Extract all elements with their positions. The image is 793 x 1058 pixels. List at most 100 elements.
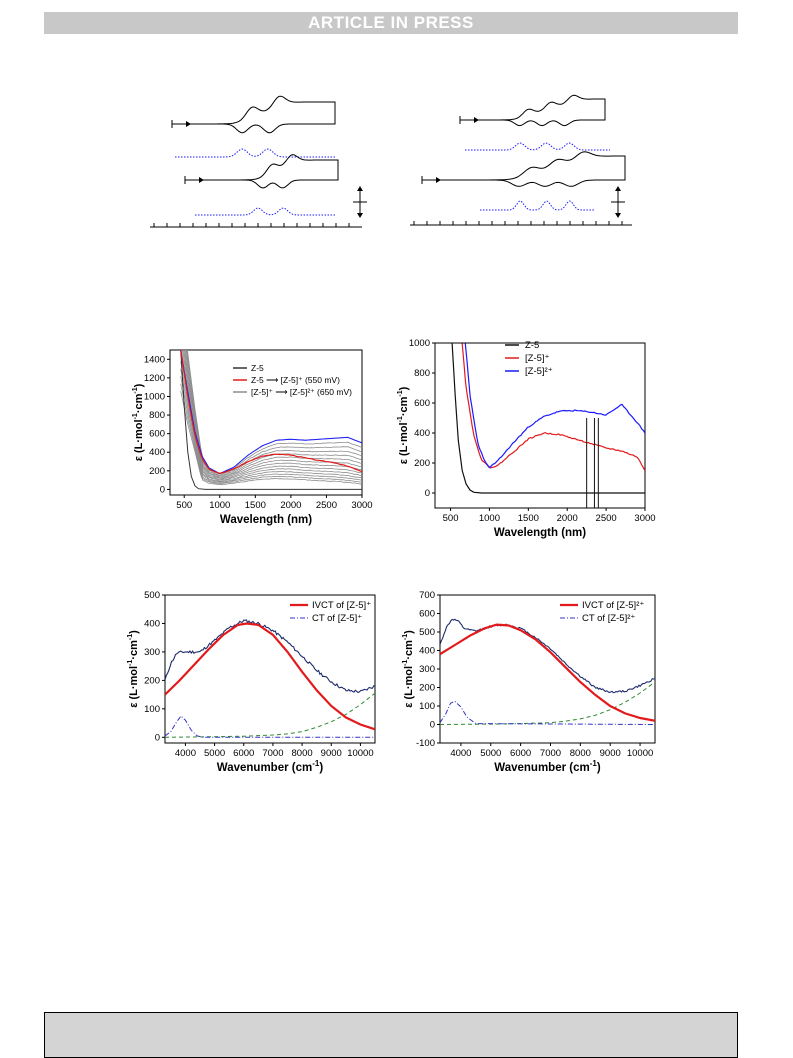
y-axis-label-sup1: -1 [402,660,409,666]
y-tick-label: 400 [419,646,435,657]
series-group [440,618,655,725]
series-line-monocation [180,350,362,474]
y-tick-label: 100 [144,704,160,715]
current-scale-arrow-up [357,186,363,191]
y-axis-label-sup2: -1 [127,634,134,640]
y-tick-label: 700 [419,590,435,601]
y-tick-label: 800 [149,410,165,421]
x-axis-label: Wavelength (nm) [220,514,312,526]
series-line-ivct [165,622,375,731]
x-axis-label-end: ) [319,762,323,774]
x-axis-label-end: ) [597,762,601,774]
current-scale-arrow-down [357,213,363,218]
y-tick-label: 1000 [409,338,430,349]
y-axis-label-main: ε (L·mol [403,666,415,708]
series-line-intermediate [185,350,362,476]
cv-right-panel [410,94,632,226]
y-axis-label: ε (L·mol-1·cm-1) [127,630,140,708]
x-tick-label: 6000 [233,748,254,759]
x-tick-label: 4000 [450,748,471,759]
y-axis-label-mid: ·cm [403,640,415,660]
y-axis-label-sup1: -1 [132,413,139,419]
x-axis-label: Wavenumber (cm-1) [217,759,324,774]
series-line-intermediate [180,368,362,483]
y-tick-label: 0 [430,720,435,731]
cv-left-panel [150,95,367,228]
series-line-ct [440,700,655,725]
series-line-intermediate [180,350,362,480]
legend-label: IVCT of [Z-5]²⁺ [582,600,644,611]
current-scale-arrow-up [615,186,621,191]
x-tick-label: 10000 [627,748,653,759]
y-tick-label: -100 [416,738,435,749]
y-axis-label-end: ) [398,386,410,390]
series-line-intermediate [180,391,362,486]
series-line-ivct [440,623,655,722]
y-tick-label: 100 [419,701,435,712]
series-line-intermediate [181,350,362,479]
y-tick-label: 1000 [144,391,165,402]
y-axis-label-main: ε (L·mol [128,666,140,708]
series-group [180,350,362,490]
series-line-intermediate [183,350,362,478]
x-tick-label: 8000 [292,748,313,759]
x-tick-label: 3000 [634,513,655,524]
legend-label: Z-5 [525,340,539,351]
cv-curve-bottom [188,154,339,189]
x-axis-label-main: Wavelength (nm) [220,514,312,526]
series-line-ct [165,715,375,738]
x-tick-label: 3000 [351,500,372,511]
x-tick-label: 1500 [245,500,266,511]
y-tick-label: 600 [419,609,435,620]
x-axis-label-main: Wavenumber (cm [494,762,589,774]
series-line-intermediate [184,350,362,477]
series-line-intermediate [182,350,362,479]
legend-label: [Z-5]⁺ ⟶ [Z-5]²⁺ (650 mV) [251,387,352,397]
fit-right-chart: 4000 5000 6000 7000 8000 9000 10000 -100 0 100 200… [402,590,656,774]
spectro-right-chart: 500 1000 1500 2000 2500 3000 0 200 400 600 800 1000… [397,338,656,539]
dpv-curve-bottom [480,200,595,211]
x-tick-label: 10000 [347,748,373,759]
x-tick-label: 1500 [518,513,539,524]
x-axis-label-sup: -1 [590,759,598,768]
y-tick-label: 600 [414,398,430,409]
x-tick-label: 8000 [570,748,591,759]
y-tick-label: 200 [149,466,165,477]
y-tick-label: 400 [144,618,160,629]
x-tick-label: 1000 [209,500,230,511]
series-line-baseline [440,681,655,725]
y-axis-label-sup2: -1 [397,390,404,396]
x-tick-label: 2000 [557,513,578,524]
y-axis-label-mid: ·cm [398,396,410,416]
series-line-monocation [461,343,645,472]
x-tick-label: 2500 [316,500,337,511]
y-axis-label-end: ) [128,630,140,634]
y-axis-label-mid: ·cm [133,393,145,413]
series-line-intermediate [180,376,362,484]
legend-label: Z-5 ⟶ [Z-5]⁺ (550 mV) [251,375,340,385]
article-in-press-banner: ARTICLE IN PRESS [44,12,738,34]
series-line-intermediate [180,383,362,485]
x-tick-label: 5000 [480,748,501,759]
series-line-dication [464,343,645,469]
series-line-baseline [165,692,375,738]
y-tick-label: 300 [419,664,435,675]
cv-curve-bottom [425,151,626,187]
y-axis-label: ε (L·mol-1·cm-1) [397,386,410,464]
series-line-dication [180,350,362,475]
x-tick-label: 1000 [479,513,500,524]
y-axis-label-sup1: -1 [127,660,134,666]
plot-frame [164,594,376,744]
y-tick-label: 400 [149,447,165,458]
x-tick-label: 7000 [540,748,561,759]
series-line-intermediate [180,361,362,482]
x-tick-label: 500 [176,500,192,511]
legend-label: CT of [Z-5]⁺ [312,613,362,624]
x-tick-label: 7000 [262,748,283,759]
y-tick-label: 0 [425,488,430,499]
dpv-curve-bottom [195,207,335,216]
y-axis-label: ε (L·mol-1·cm-1) [132,383,145,461]
plot-frame [169,349,363,496]
x-axis-label: Wavelength (nm) [494,527,586,539]
series-line-experimental [440,618,655,694]
